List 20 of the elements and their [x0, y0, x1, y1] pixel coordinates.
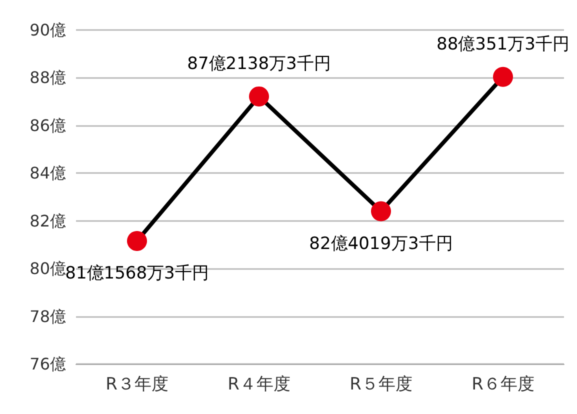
y-tick-label: 78億 [30, 306, 66, 326]
y-tick-label: 80億 [30, 259, 66, 278]
y-tick-label: 84億 [30, 164, 66, 183]
point [371, 201, 391, 222]
point [493, 66, 513, 87]
data-label: 87億2138万3千円 [187, 54, 331, 74]
y-tick-label: 88億 [30, 68, 66, 88]
y-tick-label: 76億 [30, 354, 66, 374]
y-tick-label: 90億 [30, 20, 66, 40]
y-tick-label: 86億 [30, 116, 66, 135]
y-tick-label: 82億 [30, 211, 66, 230]
x-tick-label: R４年度 [228, 374, 290, 394]
x-tick-label: R３年度 [106, 374, 168, 394]
point [127, 230, 147, 251]
data-label: 81億1568万3千円 [65, 263, 209, 284]
data-label: 82億4019万3千円 [309, 234, 453, 254]
point [249, 86, 269, 106]
x-tick-label: R６年度 [472, 374, 534, 394]
data-label: 88億351万3千円 [436, 34, 570, 54]
x-tick-label: R５年度 [350, 374, 412, 394]
